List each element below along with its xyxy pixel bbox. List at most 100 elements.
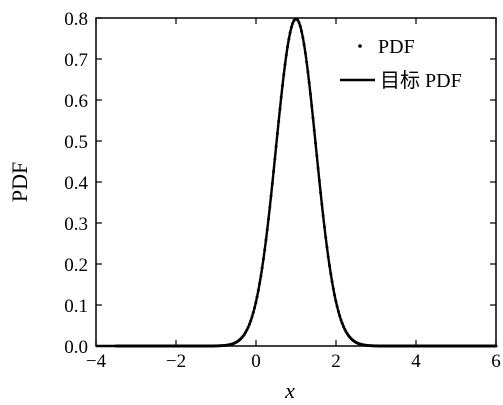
series-pdf-point xyxy=(249,319,253,323)
series-pdf-point xyxy=(269,194,273,198)
series-pdf-point xyxy=(250,315,254,319)
series-pdf-point xyxy=(305,60,309,64)
series-pdf-point xyxy=(312,128,316,132)
series-pdf-point xyxy=(254,301,258,305)
series-pdf-point xyxy=(330,280,334,284)
series-pdf-point xyxy=(246,325,250,329)
x-tick-label: 4 xyxy=(411,351,421,372)
series-pdf-point xyxy=(319,191,323,195)
series-pdf-point xyxy=(308,92,312,96)
series-pdf-point xyxy=(314,141,318,145)
y-axis-title: PDF xyxy=(7,162,32,202)
series-pdf-point xyxy=(261,257,265,261)
series-pdf-point xyxy=(335,305,339,309)
legend-label-pdf: PDF xyxy=(378,36,415,58)
series-pdf-point xyxy=(278,107,282,111)
x-tick-label: 2 xyxy=(331,351,341,372)
plot-frame xyxy=(95,17,497,347)
series-pdf-point xyxy=(244,330,248,334)
axis-tick-labels: −4 −2 0 2 4 6 0.0 0.1 0.2 0.3 0.4 0.5 0.6 0.7 0.8 xyxy=(64,9,501,372)
series-pdf-point xyxy=(259,274,263,278)
series-pdf-point xyxy=(263,248,267,252)
y-tick-label: 0.8 xyxy=(64,9,88,30)
series-pdf-point xyxy=(328,264,332,268)
series-pdf-point xyxy=(245,328,249,332)
series-pdf-point xyxy=(315,154,319,158)
x-tick-label: 6 xyxy=(491,351,501,372)
series-pdf-point xyxy=(320,202,324,206)
legend: PDF 目标 PDF xyxy=(340,36,462,92)
series-pdf-point xyxy=(256,288,260,292)
series-pdf-point xyxy=(301,35,305,39)
y-tick-label: 0.3 xyxy=(64,214,88,235)
x-axis-title: x xyxy=(284,378,295,403)
series-pdf-point xyxy=(333,293,337,297)
series-pdf-point xyxy=(306,70,310,74)
series-pdf-point xyxy=(310,104,314,108)
series-pdf-point xyxy=(264,238,268,242)
series-pdf-point xyxy=(288,31,292,35)
series-pdf-point xyxy=(296,18,300,22)
series-pdf-point xyxy=(338,314,342,318)
series-pdf-point xyxy=(270,182,274,186)
x-tick-label: −4 xyxy=(86,351,107,372)
series-pdf-point xyxy=(324,235,328,239)
series-pdf-point xyxy=(273,157,277,161)
series-pdf-point xyxy=(272,169,276,173)
legend-label-target-pdf: 目标 PDF xyxy=(380,69,462,92)
series-pdf-point xyxy=(311,116,315,120)
series-pdf-point xyxy=(322,225,326,229)
plot-curves xyxy=(96,17,498,348)
series-pdf-point xyxy=(260,266,264,270)
axis-ticks xyxy=(95,17,497,347)
y-tick-label: 0.4 xyxy=(64,173,88,194)
x-tick-label: 0 xyxy=(251,351,261,372)
series-pdf-point xyxy=(251,311,255,315)
y-tick-label: 0.7 xyxy=(64,50,88,71)
y-tick-label: 0.0 xyxy=(64,337,88,358)
series-pdf-point xyxy=(334,299,338,303)
series-pdf-point xyxy=(326,255,330,259)
series-pdf-point xyxy=(300,29,304,33)
series-pdf-point xyxy=(325,245,329,249)
series-pdf-point xyxy=(286,45,290,49)
series-pdf-point xyxy=(280,84,284,88)
series-pdf-point xyxy=(291,21,295,25)
series-pdf-point xyxy=(340,321,344,325)
series-pdf-point xyxy=(275,132,279,136)
series-pdf-point xyxy=(297,21,301,25)
series-pdf-point xyxy=(247,322,251,326)
y-tick-label: 0.5 xyxy=(64,132,88,153)
series-pdf-point xyxy=(268,205,272,209)
series-pdf-point xyxy=(277,119,281,123)
series-pdf-point xyxy=(267,217,271,221)
series-pdf-point xyxy=(265,228,269,232)
y-tick-label: 0.6 xyxy=(64,91,88,112)
series-pdf-point xyxy=(336,309,340,313)
series-pdf-point xyxy=(307,81,311,85)
y-tick-label: 0.2 xyxy=(64,255,88,276)
series-pdf-point xyxy=(316,166,320,170)
series-target-pdf-line xyxy=(96,17,496,348)
series-pdf-point xyxy=(287,37,291,41)
series-pdf-point xyxy=(283,63,287,67)
series-pdf-point xyxy=(298,24,302,28)
series-pdf-point xyxy=(317,178,321,182)
series-pdf-point xyxy=(341,324,345,328)
series-pdf-point xyxy=(284,53,288,57)
y-tick-label: 0.1 xyxy=(64,296,88,317)
series-pdf-point xyxy=(253,306,257,310)
series-pdf-point xyxy=(302,43,306,47)
series-pdf-point xyxy=(343,327,347,331)
series-pdf-point xyxy=(279,95,283,99)
series-pdf-point xyxy=(331,287,335,291)
series-pdf-point xyxy=(329,272,333,276)
series-pdf-point xyxy=(282,73,286,77)
x-tick-label: −2 xyxy=(166,351,186,372)
series-pdf-point xyxy=(255,295,259,299)
series-pdf-point xyxy=(289,25,293,29)
series-pdf-point xyxy=(339,318,343,322)
legend-marker-pdf xyxy=(358,44,362,48)
series-pdf-point xyxy=(274,144,278,148)
series-pdf-point xyxy=(258,281,262,285)
